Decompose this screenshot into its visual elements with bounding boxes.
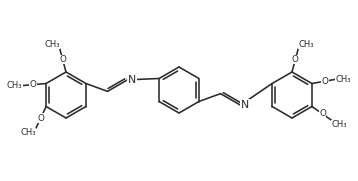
Text: CH₃: CH₃ xyxy=(332,120,347,129)
Text: O: O xyxy=(321,77,328,86)
Text: CH₃: CH₃ xyxy=(298,40,314,49)
Text: CH₃: CH₃ xyxy=(20,128,36,137)
Text: CH₃: CH₃ xyxy=(7,81,22,90)
Text: O: O xyxy=(292,55,299,64)
Text: N: N xyxy=(241,100,249,110)
Text: O: O xyxy=(37,114,44,123)
Text: O: O xyxy=(59,55,66,64)
Text: CH₃: CH₃ xyxy=(44,40,60,49)
Text: CH₃: CH₃ xyxy=(335,75,351,84)
Text: O: O xyxy=(30,80,37,89)
Text: N: N xyxy=(128,75,136,85)
Text: O: O xyxy=(319,110,326,118)
